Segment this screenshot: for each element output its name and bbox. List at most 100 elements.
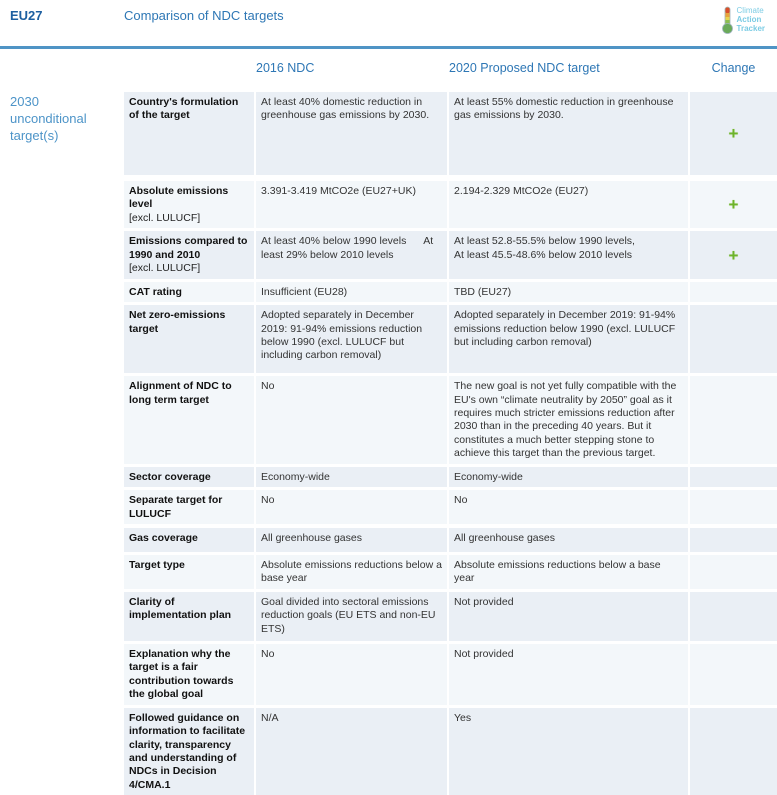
row-label-sub: [excl. LULUCF] (129, 262, 201, 275)
cell-2020: No (449, 490, 688, 524)
cell-2016: Adopted separately in December 2019: 91-… (256, 305, 447, 374)
change-indicator (690, 707, 777, 795)
cell-2016: Absolute emissions reductions below a ba… (256, 555, 447, 589)
change-indicator (690, 643, 777, 705)
row-label-cell: Explanation why the target is a fair con… (124, 643, 254, 705)
row-label: Clarity of implementation plan (129, 595, 232, 622)
row-label-cell: Absolute emissions level [excl. LULUCF] (124, 181, 254, 229)
table-row: Absolute emissions level [excl. LULUCF] … (0, 181, 777, 229)
table-rows: Country's formulation of the target At l… (0, 92, 777, 795)
row-label-cell: Sector coverage (124, 466, 254, 488)
row-label: Separate target for LULUCF (129, 494, 223, 520)
row-label: Alignment of NDC to long term target (129, 380, 232, 406)
logo-line-climate: Climate (736, 6, 764, 15)
row-label: Followed guidance on information to faci… (129, 711, 246, 791)
cell-2020: Not provided (449, 591, 688, 641)
header-divider (0, 46, 777, 49)
logo-line-tracker: Tracker (736, 24, 765, 34)
table-row: Target type Absolute emissions reduction… (0, 555, 777, 589)
row-label-sub: [excl. LULUCF] (129, 211, 201, 224)
table-row: Country's formulation of the target At l… (0, 92, 777, 175)
cell-2016: At least 40% domestic reduction in green… (256, 92, 447, 175)
row-label-cell: Alignment of NDC to long term target (124, 376, 254, 464)
row-sidebar-spacer (0, 282, 122, 302)
logo-line-action: Action (736, 15, 762, 25)
cell-2020: Absolute emissions reductions below a ba… (449, 555, 688, 589)
row-label-cell: Country's formulation of the target (124, 92, 254, 175)
climate-action-tracker-logo: Climate Action Tracker (721, 6, 777, 39)
row-label: Emissions compared to 1990 and 2010 (129, 235, 248, 261)
cell-2016: N/A (256, 707, 447, 795)
cell-2020: 2.194-2.329 MtCO2e (EU27) (449, 181, 688, 229)
change-indicator (690, 490, 777, 524)
cell-2020: The new goal is not yet fully compatible… (449, 376, 688, 464)
row-sidebar-spacer (0, 231, 122, 278)
row-sidebar-spacer (0, 467, 122, 487)
row-label: Sector coverage (129, 470, 211, 483)
cell-2016: No (256, 376, 447, 464)
row-label-cell: Separate target for LULUCF (124, 490, 254, 524)
change-indicator: + (690, 92, 777, 175)
row-label-cell: Followed guidance on information to faci… (124, 707, 254, 795)
column-header-change: Change (711, 61, 756, 75)
row-label: Explanation why the target is a fair con… (129, 647, 234, 701)
row-sidebar-spacer (0, 305, 122, 373)
row-label: Gas coverage (129, 532, 198, 544)
table-row: Explanation why the target is a fair con… (0, 643, 777, 705)
cell-2016: Insufficient (EU28) (256, 281, 447, 303)
change-indicator: + (690, 231, 777, 279)
row-sidebar-spacer (0, 181, 122, 228)
cell-2020: TBD (EU27) (449, 281, 688, 303)
table-row: CAT rating Insufficient (EU28) TBD (EU27… (0, 281, 777, 303)
row-sidebar-spacer (0, 555, 122, 589)
table-row: Separate target for LULUCF No No (0, 490, 777, 524)
change-indicator (690, 305, 777, 374)
change-indicator (690, 466, 777, 488)
cell-2016: No (256, 643, 447, 705)
table-row: Clarity of implementation plan Goal divi… (0, 591, 777, 641)
row-label: Net zero-emissions target (129, 309, 226, 335)
cell-2016: Goal divided into sectoral emissions red… (256, 591, 447, 641)
table-row: Gas coverage All greenhouse gases All gr… (0, 528, 777, 552)
cell-2016: No (256, 490, 447, 524)
cell-2020: Yes (449, 707, 688, 795)
change-indicator: + (690, 181, 777, 229)
change-indicator (690, 591, 777, 641)
cell-2016: At least 40% below 1990 levels At least … (256, 231, 447, 279)
table-row: Sector coverage Economy-wide Economy-wid… (0, 466, 777, 488)
target-group-label: 2030 unconditional target(s) (10, 94, 87, 143)
row-label-cell: Target type (124, 555, 254, 589)
cell-2020: Adopted separately in December 2019: 91-… (449, 305, 688, 374)
row-sidebar-spacer (0, 490, 122, 524)
change-indicator (690, 528, 777, 552)
change-indicator (690, 555, 777, 589)
column-header-2016: 2016 NDC (256, 61, 315, 75)
thermometer-icon (721, 6, 734, 39)
row-sidebar-spacer (0, 376, 122, 464)
page-title: Comparison of NDC targets (124, 8, 284, 23)
cell-2016: Economy-wide (256, 466, 447, 488)
row-sidebar-spacer (0, 708, 122, 795)
row-label-cell: Clarity of implementation plan (124, 591, 254, 641)
logo-wordmark: Climate Action Tracker (737, 6, 765, 34)
cell-2020: At least 52.8-55.5% below 1990 levels, A… (449, 231, 688, 279)
row-label: Target type (129, 559, 185, 571)
row-label-cell: Emissions compared to 1990 and 2010 [exc… (124, 231, 254, 279)
row-label-cell: Gas coverage (124, 528, 254, 552)
table-row: Followed guidance on information to faci… (0, 707, 777, 795)
row-label: Absolute emissions level (129, 185, 229, 211)
change-indicator (690, 281, 777, 303)
change-indicator (690, 376, 777, 464)
header-bar: EU27 Comparison of NDC targets Climate A… (0, 0, 777, 41)
cell-2020: Not provided (449, 643, 688, 705)
column-header-row: 2016 NDC 2020 Proposed NDC target Change (0, 61, 777, 75)
cell-2016: 3.391-3.419 MtCO2e (EU27+UK) (256, 181, 447, 229)
row-label-cell: CAT rating (124, 281, 254, 303)
table-row: Emissions compared to 1990 and 2010 [exc… (0, 231, 777, 279)
row-label-cell: Net zero-emissions target (124, 305, 254, 374)
row-sidebar-spacer (0, 528, 122, 552)
cell-2020: Economy-wide (449, 466, 688, 488)
country-label: EU27 (10, 8, 43, 23)
cell-2020: All greenhouse gases (449, 528, 688, 552)
